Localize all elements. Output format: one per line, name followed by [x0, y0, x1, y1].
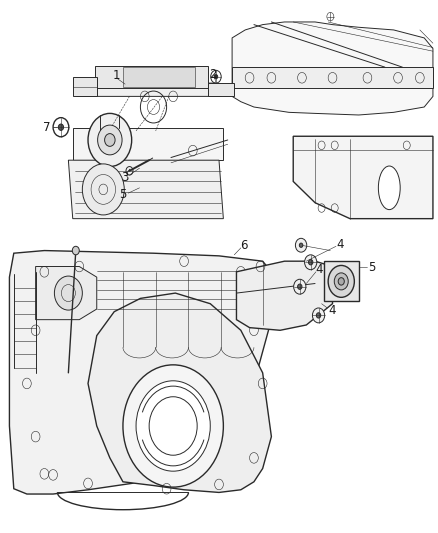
Text: 2: 2 — [208, 68, 216, 80]
Polygon shape — [208, 83, 234, 96]
Text: 4: 4 — [328, 304, 336, 317]
Text: 4: 4 — [316, 263, 323, 276]
Circle shape — [54, 276, 82, 310]
Text: 5: 5 — [368, 261, 375, 273]
Circle shape — [123, 365, 223, 487]
Text: 5: 5 — [119, 188, 127, 201]
Polygon shape — [232, 67, 433, 88]
Circle shape — [88, 114, 132, 166]
Circle shape — [338, 278, 344, 285]
Circle shape — [105, 134, 115, 147]
Circle shape — [297, 284, 302, 289]
Polygon shape — [95, 66, 208, 88]
Text: 4: 4 — [337, 238, 344, 251]
Circle shape — [299, 243, 303, 247]
Circle shape — [98, 125, 122, 155]
Circle shape — [334, 273, 348, 290]
Polygon shape — [73, 77, 97, 96]
Circle shape — [304, 255, 317, 270]
Circle shape — [293, 279, 306, 294]
Circle shape — [82, 164, 124, 215]
Ellipse shape — [378, 166, 400, 209]
Polygon shape — [68, 160, 223, 219]
Text: 3: 3 — [121, 171, 129, 184]
Polygon shape — [123, 67, 195, 87]
Text: 1: 1 — [113, 69, 120, 82]
Circle shape — [72, 246, 79, 255]
Circle shape — [328, 265, 354, 297]
Circle shape — [136, 381, 210, 471]
Circle shape — [312, 308, 325, 323]
Polygon shape — [232, 22, 433, 115]
Polygon shape — [73, 128, 223, 160]
Polygon shape — [77, 83, 223, 96]
Polygon shape — [10, 251, 272, 494]
Text: 7: 7 — [43, 120, 50, 134]
Text: 6: 6 — [240, 239, 248, 252]
Polygon shape — [35, 266, 97, 320]
Polygon shape — [88, 293, 272, 492]
Circle shape — [308, 260, 313, 265]
Circle shape — [295, 238, 307, 252]
Polygon shape — [293, 136, 433, 219]
Circle shape — [316, 313, 321, 318]
Circle shape — [58, 124, 64, 131]
Circle shape — [214, 75, 218, 79]
Polygon shape — [324, 261, 359, 301]
Polygon shape — [237, 261, 332, 330]
